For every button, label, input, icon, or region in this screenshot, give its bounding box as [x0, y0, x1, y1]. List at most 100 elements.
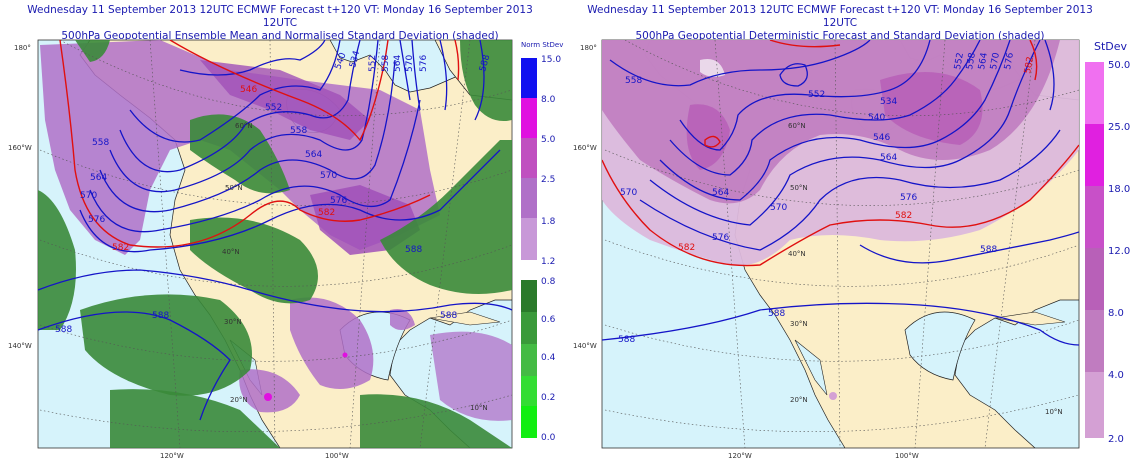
- left-blue-contours: [38, 40, 512, 421]
- left-contour-label: 564: [393, 55, 403, 72]
- left-legend-label: 0.4: [541, 353, 556, 363]
- right-contour-label: 570: [620, 188, 637, 198]
- left-legend-swatch: [521, 178, 537, 218]
- right-contour-label: 546: [873, 133, 890, 143]
- left-shade-green-pacific: [80, 294, 252, 396]
- left-shade-purple-blob: [390, 309, 415, 330]
- right-legend-label: 50.0: [1108, 60, 1130, 71]
- left-contour-label: 558: [290, 126, 307, 136]
- right-contour-label: 570: [770, 203, 787, 213]
- right-legend-swatch: [1085, 310, 1104, 372]
- right-contour-label: 552: [808, 90, 825, 100]
- left-shade-purple-core: [200, 60, 370, 140]
- right-shade-dark2: [880, 72, 983, 145]
- right-contour-label: 570: [989, 52, 1002, 71]
- left-map: 588 588 588 588 582 582 576 576 570 570 …: [8, 39, 513, 460]
- right-shade-dot: [829, 392, 837, 400]
- left-contour-label: 570: [320, 171, 337, 181]
- left-lon-bottom-label: 120°W: [160, 452, 184, 460]
- right-legend-swatch: [1085, 124, 1104, 186]
- left-contour-label: 558: [92, 138, 109, 148]
- left-contour-label: 534: [348, 49, 362, 68]
- left-contour-label: 588: [440, 311, 457, 321]
- left-lat-labels: 60°N 50°N 40°N 30°N 20°N 10°N: [222, 122, 488, 412]
- right-lon-edge-label: 140°W: [573, 342, 597, 350]
- right-lat-label: 30°N: [790, 320, 808, 328]
- left-legend-label: 2.5: [541, 175, 555, 185]
- left-lat-label: 20°N: [230, 396, 248, 404]
- right-contour-label: 564: [977, 52, 990, 71]
- right-contour-label: 534: [880, 97, 897, 107]
- left-shade-green-se: [360, 394, 512, 448]
- left-shade-green-atlantic: [380, 140, 512, 294]
- right-legend: StDev 50.0 25.0 18.0 12.0 8.0 4.0 2.0: [1085, 40, 1130, 445]
- right-land-cuba: [994, 311, 1066, 326]
- left-shade-purple-se: [430, 331, 512, 421]
- right-contour-label: 576: [900, 193, 917, 203]
- right-contour-label: 564: [712, 188, 729, 198]
- right-contour-label: 552: [953, 52, 966, 71]
- left-legend-label: 0.8: [541, 277, 556, 287]
- left-legend-swatch: [521, 280, 537, 312]
- right-contour-label: 558: [965, 52, 978, 71]
- left-contour-label: 582: [318, 208, 335, 218]
- right-lon-bottom-label: 100°W: [895, 452, 919, 460]
- left-legend-swatch: [521, 138, 537, 178]
- right-lon-labels: 180° 160°W 140°W 120°W 100°W: [573, 44, 919, 460]
- right-contour-label: 582: [895, 211, 912, 221]
- left-title-line2: 500hPa Geopotential Ensemble Mean and No…: [61, 30, 499, 42]
- right-land-gulf: [904, 311, 976, 381]
- right-map: 588 588 588 582 582 576 576 570 570 564 …: [573, 39, 1080, 460]
- right-lat-labels: 60°N 50°N 40°N 30°N 20°N 10°N: [788, 122, 1063, 416]
- left-contour-label: 546: [240, 85, 257, 95]
- right-legend-label: 25.0: [1108, 122, 1130, 133]
- left-high-dot-1: [264, 393, 272, 401]
- right-legend-label: 8.0: [1108, 308, 1124, 319]
- left-contour-label: 570: [405, 55, 415, 72]
- right-contour-label: 576: [712, 233, 729, 243]
- left-contour-label: 552: [368, 55, 378, 72]
- right-legend-swatch: [1085, 62, 1104, 124]
- left-legend: Norm StDev 15.0 8.0 5.0 2.5 1.8 1.2 0.8 …: [521, 41, 563, 443]
- left-lon-bottom-label: 100°W: [325, 452, 349, 460]
- right-legend-swatch: [1085, 186, 1104, 248]
- left-lat-label: 60°N: [235, 122, 253, 130]
- left-legend-label: 1.8: [541, 217, 556, 227]
- left-legend-swatch: [521, 406, 537, 438]
- left-legend-label: 0.2: [541, 393, 555, 403]
- right-contour-label-group: 588 588 588 582 582 576 576 570 570 564 …: [618, 52, 1036, 345]
- left-red-contours: [59, 40, 460, 248]
- right-legend-swatch: [1085, 248, 1104, 310]
- left-contour-label: 588: [152, 311, 169, 321]
- left-contour-label: 576: [330, 196, 347, 206]
- left-shade-green-plain: [190, 217, 318, 304]
- right-legend-label: 18.0: [1108, 184, 1130, 195]
- left-map-title: Wednesday 11 September 2013 12UTC ECMWF …: [20, 4, 540, 43]
- left-legend-label: 0.0: [541, 433, 556, 443]
- left-legend-swatch: [521, 344, 537, 376]
- left-lat-label: 50°N: [225, 184, 243, 192]
- right-contour-label: 588: [768, 309, 785, 319]
- right-title-line1: Wednesday 11 September 2013 12UTC ECMWF …: [587, 4, 1093, 29]
- left-land-cuba: [429, 311, 501, 326]
- right-contour-label: 558: [625, 76, 642, 86]
- right-red-contours: [602, 40, 1079, 267]
- right-legend-label: 4.0: [1108, 370, 1124, 381]
- right-shade-light2: [700, 59, 725, 77]
- right-contour-label: 540: [868, 113, 885, 123]
- left-legend-swatch: [521, 98, 537, 138]
- left-contour-label: 588: [55, 325, 72, 335]
- right-lat-label: 60°N: [788, 122, 806, 130]
- right-lon-edge-label: 160°W: [573, 144, 597, 152]
- left-legend-swatch: [521, 218, 537, 260]
- right-contour-label: 588: [618, 335, 635, 345]
- right-legend-label: 12.0: [1108, 246, 1130, 257]
- right-graticule: [604, 40, 1079, 448]
- left-shade-purple-south1: [290, 297, 374, 389]
- left-shade-green-south: [110, 389, 280, 448]
- left-lon-edge-label: 160°W: [8, 144, 32, 152]
- left-shade-green-center: [190, 114, 290, 194]
- left-contour-label: 570: [80, 191, 97, 201]
- left-lat-label: 40°N: [222, 248, 240, 256]
- left-lat-label: 10°N: [470, 404, 488, 412]
